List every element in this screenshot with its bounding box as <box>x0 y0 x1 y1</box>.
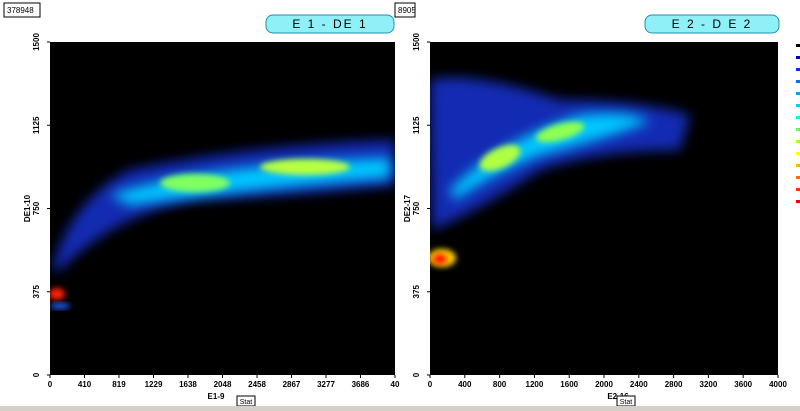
x-tick-label: 819 <box>112 380 126 389</box>
x-tick-label: 1638 <box>179 380 197 389</box>
stats-text: 378948 <box>7 6 34 15</box>
y-tick-label: 0 <box>32 372 41 377</box>
y-tick-label: 375 <box>412 285 421 299</box>
x-tick-label: 2048 <box>214 380 232 389</box>
x-axis-label: E1-9 <box>208 392 225 401</box>
stats-box <box>3 2 41 18</box>
y-tick-label: 375 <box>32 285 41 299</box>
color-palette <box>796 44 800 203</box>
y-axis-label: DE2-17 <box>403 194 412 222</box>
x-tick-label: 410 <box>78 380 92 389</box>
stat-button-label[interactable]: Stat <box>620 399 633 406</box>
x-tick-label: 0 <box>48 380 53 389</box>
x-tick-label: 2458 <box>248 380 266 389</box>
x-tick-label: 800 <box>493 380 507 389</box>
density <box>430 77 690 267</box>
x-tick-label: 1229 <box>145 380 163 389</box>
x-tick-label: 3686 <box>352 380 370 389</box>
y-tick-label: 1500 <box>412 33 421 51</box>
x-tick-label: 4000 <box>769 380 787 389</box>
density <box>50 140 395 309</box>
title: E 2 - D E 2 <box>672 17 753 31</box>
y-tick-label: 1500 <box>32 33 41 51</box>
stats-box <box>394 2 416 18</box>
x-tick-label: 2000 <box>595 380 613 389</box>
x-tick-label: 2867 <box>283 380 301 389</box>
y-tick-label: 0 <box>412 372 421 377</box>
y-tick-label: 1125 <box>32 116 41 134</box>
title-box <box>265 14 395 34</box>
title-box <box>644 14 780 34</box>
x-tick-label: 3277 <box>317 380 335 389</box>
x-tick-label: 0 <box>428 380 433 389</box>
y-axis-label: DE1-10 <box>23 194 32 222</box>
x-tick-label: 1200 <box>526 380 544 389</box>
x-tick-label: 2400 <box>630 380 648 389</box>
x-tick-label: 400 <box>458 380 472 389</box>
x-tick-label: 3600 <box>734 380 752 389</box>
x-tick-label: 40 <box>391 380 400 389</box>
y-tick-label: 750 <box>32 201 41 215</box>
y-tick-label: 1125 <box>412 116 421 134</box>
x-tick-label: 2800 <box>665 380 683 389</box>
x-tick-label: 3200 <box>700 380 718 389</box>
x-tick-label: 1600 <box>560 380 578 389</box>
y-tick-label: 750 <box>412 201 421 215</box>
stat-button-label[interactable]: Stat <box>240 399 253 406</box>
title: E 1 - DE 1 <box>292 17 367 31</box>
stats-text: 8905 <box>398 6 416 15</box>
